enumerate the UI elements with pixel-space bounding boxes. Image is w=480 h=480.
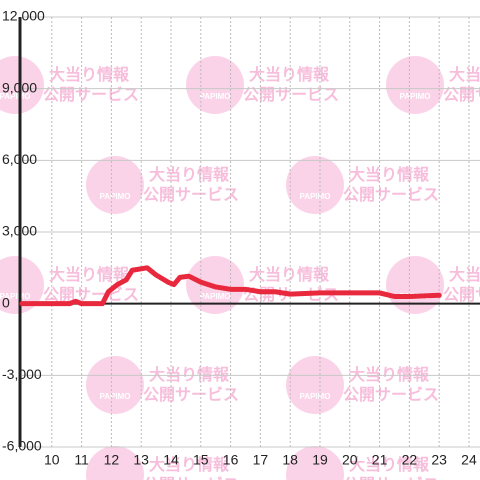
watermark-line: 大当り情報: [249, 65, 330, 84]
x-tick-label: 20: [342, 452, 358, 468]
x-tick-label: 16: [223, 452, 239, 468]
series-line: [19, 265, 442, 307]
watermark-brand: PAPIMO: [0, 292, 30, 301]
watermark-brand: PAPIMO: [200, 92, 231, 101]
watermark-line: 大当り情報: [149, 365, 230, 384]
watermark-line: 大当り情報: [349, 455, 430, 474]
watermark-line: 公開サービス: [443, 86, 480, 104]
watermark-line: 公開サービス: [43, 86, 139, 104]
watermark-circle: [86, 446, 144, 480]
watermark-circle: [0, 256, 44, 314]
x-tick-label: 23: [431, 452, 447, 468]
x-tick-label: 13: [133, 452, 149, 468]
watermark-line: 大当り情報: [349, 365, 430, 384]
watermark-circle: [0, 56, 44, 114]
x-tick-label: 21: [372, 452, 388, 468]
y-tick-label: 0: [2, 294, 10, 310]
watermark-line: 大当り情報: [49, 265, 130, 284]
watermark-line: 公開サービス: [143, 476, 239, 480]
watermark-line: 大当り情報: [249, 265, 330, 284]
watermark-brand: PAPIMO: [400, 92, 431, 101]
watermark-line: 公開サービス: [443, 286, 480, 304]
watermark-circle: [286, 356, 344, 414]
watermark-brand: PAPIMO: [100, 392, 131, 401]
x-tick-label: 10: [44, 452, 60, 468]
y-tick-label: -6,000: [2, 438, 42, 454]
watermark-brand: PAPIMO: [200, 292, 231, 301]
watermark-line: 公開サービス: [243, 86, 339, 104]
x-tick-label: 24: [461, 452, 477, 468]
y-tick-label: 12,000: [2, 8, 45, 24]
plot: [19, 265, 442, 307]
x-tick-label: 22: [402, 452, 418, 468]
y-tick-label: -3,000: [2, 366, 42, 382]
watermark-line: 公開サービス: [43, 286, 139, 304]
watermark-line: 大当り情報: [349, 165, 430, 184]
watermark-circle: [186, 56, 244, 114]
watermark-line: 大当り情報: [149, 455, 230, 474]
watermark-circle: [86, 356, 144, 414]
watermark-line: 大当り情報: [449, 265, 480, 284]
x-tick-label: 12: [104, 452, 120, 468]
grid: -6,000-3,00003,0006,0009,00012,000101112…: [2, 8, 480, 468]
x-tick-label: 15: [193, 452, 209, 468]
watermark-brand: PAPIMO: [300, 392, 331, 401]
x-tick-label: 14: [163, 452, 179, 468]
watermark-brand: PAPIMO: [0, 92, 30, 101]
watermark-line: 大当り情報: [49, 65, 130, 84]
watermark-circle: [286, 156, 344, 214]
watermark-line: 公開サービス: [343, 476, 439, 480]
watermark-line: 公開サービス: [143, 186, 239, 204]
x-tick-label: 19: [312, 452, 328, 468]
watermark-brand: PAPIMO: [100, 192, 131, 201]
watermark-circle: [86, 156, 144, 214]
watermark-brand: PAPIMO: [300, 192, 331, 201]
watermark-circle: [386, 56, 444, 114]
watermark-circle: [286, 446, 344, 480]
watermark-line: 大当り情報: [149, 165, 230, 184]
watermark-line: 大当り情報: [449, 65, 480, 84]
x-tick-label: 17: [253, 452, 269, 468]
x-tick-label: 18: [282, 452, 298, 468]
watermark-line: 公開サービス: [143, 386, 239, 404]
watermark-line: 公開サービス: [343, 386, 439, 404]
watermark-circle: [386, 256, 444, 314]
x-tick-label: 11: [74, 452, 89, 468]
watermark-line: 公開サービス: [343, 186, 439, 204]
